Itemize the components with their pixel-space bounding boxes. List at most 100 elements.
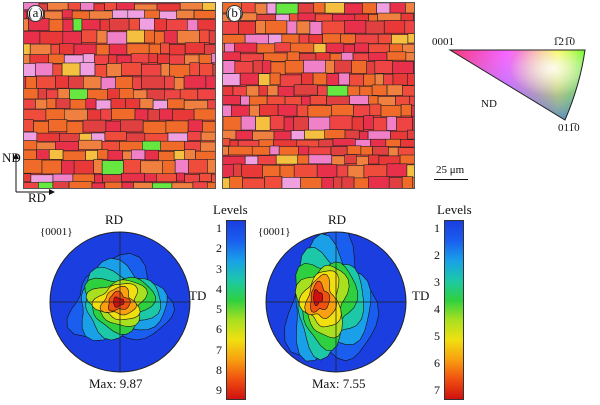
grain — [312, 72, 328, 86]
grain — [409, 95, 414, 106]
grain — [173, 150, 185, 161]
ebsd-map-b: (b) — [222, 2, 415, 189]
grain — [289, 13, 299, 22]
grain — [85, 150, 98, 161]
grain — [24, 98, 36, 110]
levels-2-title: Levels — [437, 202, 472, 217]
grain — [173, 77, 185, 91]
pf1-rd-label: RD — [105, 212, 124, 227]
grain — [224, 42, 235, 53]
grain — [72, 18, 83, 32]
grain — [62, 19, 74, 32]
grain — [223, 177, 231, 188]
grain — [82, 53, 95, 64]
grain — [318, 139, 334, 148]
grain — [388, 147, 399, 157]
grain — [96, 30, 108, 44]
levels-1-title: Levels — [213, 202, 248, 217]
grain — [100, 77, 116, 91]
grain — [338, 72, 350, 86]
grain — [184, 42, 205, 54]
grain — [351, 60, 367, 74]
grain — [270, 61, 286, 75]
pf1-td-label: TD — [189, 288, 207, 303]
grain — [162, 160, 176, 175]
grain — [301, 72, 314, 86]
grain — [94, 174, 103, 184]
grain — [359, 131, 369, 141]
grain — [281, 177, 301, 188]
level-tick-label: 3 — [434, 275, 440, 289]
grain — [184, 149, 196, 160]
grain — [371, 84, 388, 96]
grain — [94, 64, 107, 78]
grain — [211, 173, 215, 183]
grain — [329, 115, 353, 131]
grain — [353, 104, 371, 117]
grain — [309, 95, 327, 105]
grain — [200, 141, 215, 152]
grain — [374, 60, 394, 74]
grain — [223, 73, 241, 86]
grain — [142, 140, 162, 151]
grain — [347, 85, 361, 97]
grain — [126, 132, 146, 142]
grain — [104, 181, 123, 188]
grain — [125, 98, 141, 109]
grain — [286, 20, 298, 35]
grain — [24, 43, 31, 55]
grain — [308, 34, 323, 45]
grain — [148, 52, 158, 63]
grain — [127, 9, 146, 19]
grain — [167, 98, 185, 110]
ebsd-map-b-image — [223, 3, 414, 188]
grain — [44, 10, 63, 20]
grain — [179, 88, 198, 101]
grain — [297, 154, 310, 165]
grain — [261, 60, 272, 74]
grain — [139, 17, 155, 31]
grain — [234, 42, 258, 53]
grain — [315, 13, 333, 22]
level-tick-label: 5 — [216, 302, 222, 316]
grain — [412, 115, 414, 131]
grain — [133, 182, 153, 188]
grain — [396, 117, 413, 132]
grain — [48, 53, 65, 64]
pf2-plane-label: {0001} — [258, 226, 291, 238]
grain — [238, 21, 257, 35]
level-tick-label: 8 — [216, 362, 222, 377]
grain — [39, 31, 64, 45]
nd-axis-label: ND — [2, 150, 21, 165]
grain — [372, 146, 389, 156]
grain — [160, 63, 170, 77]
grain — [326, 85, 349, 97]
grain — [392, 61, 414, 75]
grain — [269, 145, 280, 155]
grain — [89, 10, 113, 20]
grain — [79, 62, 96, 76]
grain — [157, 53, 170, 64]
grain — [412, 177, 414, 188]
grain — [370, 138, 387, 147]
grain — [258, 73, 271, 86]
grain — [334, 59, 353, 74]
grain — [326, 95, 350, 106]
grain — [400, 104, 412, 117]
grain — [78, 139, 103, 150]
grain — [298, 34, 310, 45]
grain — [202, 121, 215, 134]
grain — [167, 132, 189, 142]
grain — [255, 116, 271, 131]
grain — [385, 138, 401, 147]
level-tick-label: 2 — [434, 248, 440, 262]
grain — [208, 30, 215, 44]
level-tick-label: 4 — [216, 281, 222, 296]
grain — [355, 33, 379, 44]
grain — [121, 172, 145, 182]
grain — [368, 95, 379, 106]
grain — [104, 3, 117, 11]
grain — [87, 109, 102, 122]
grain — [362, 3, 377, 14]
grain — [313, 3, 326, 14]
